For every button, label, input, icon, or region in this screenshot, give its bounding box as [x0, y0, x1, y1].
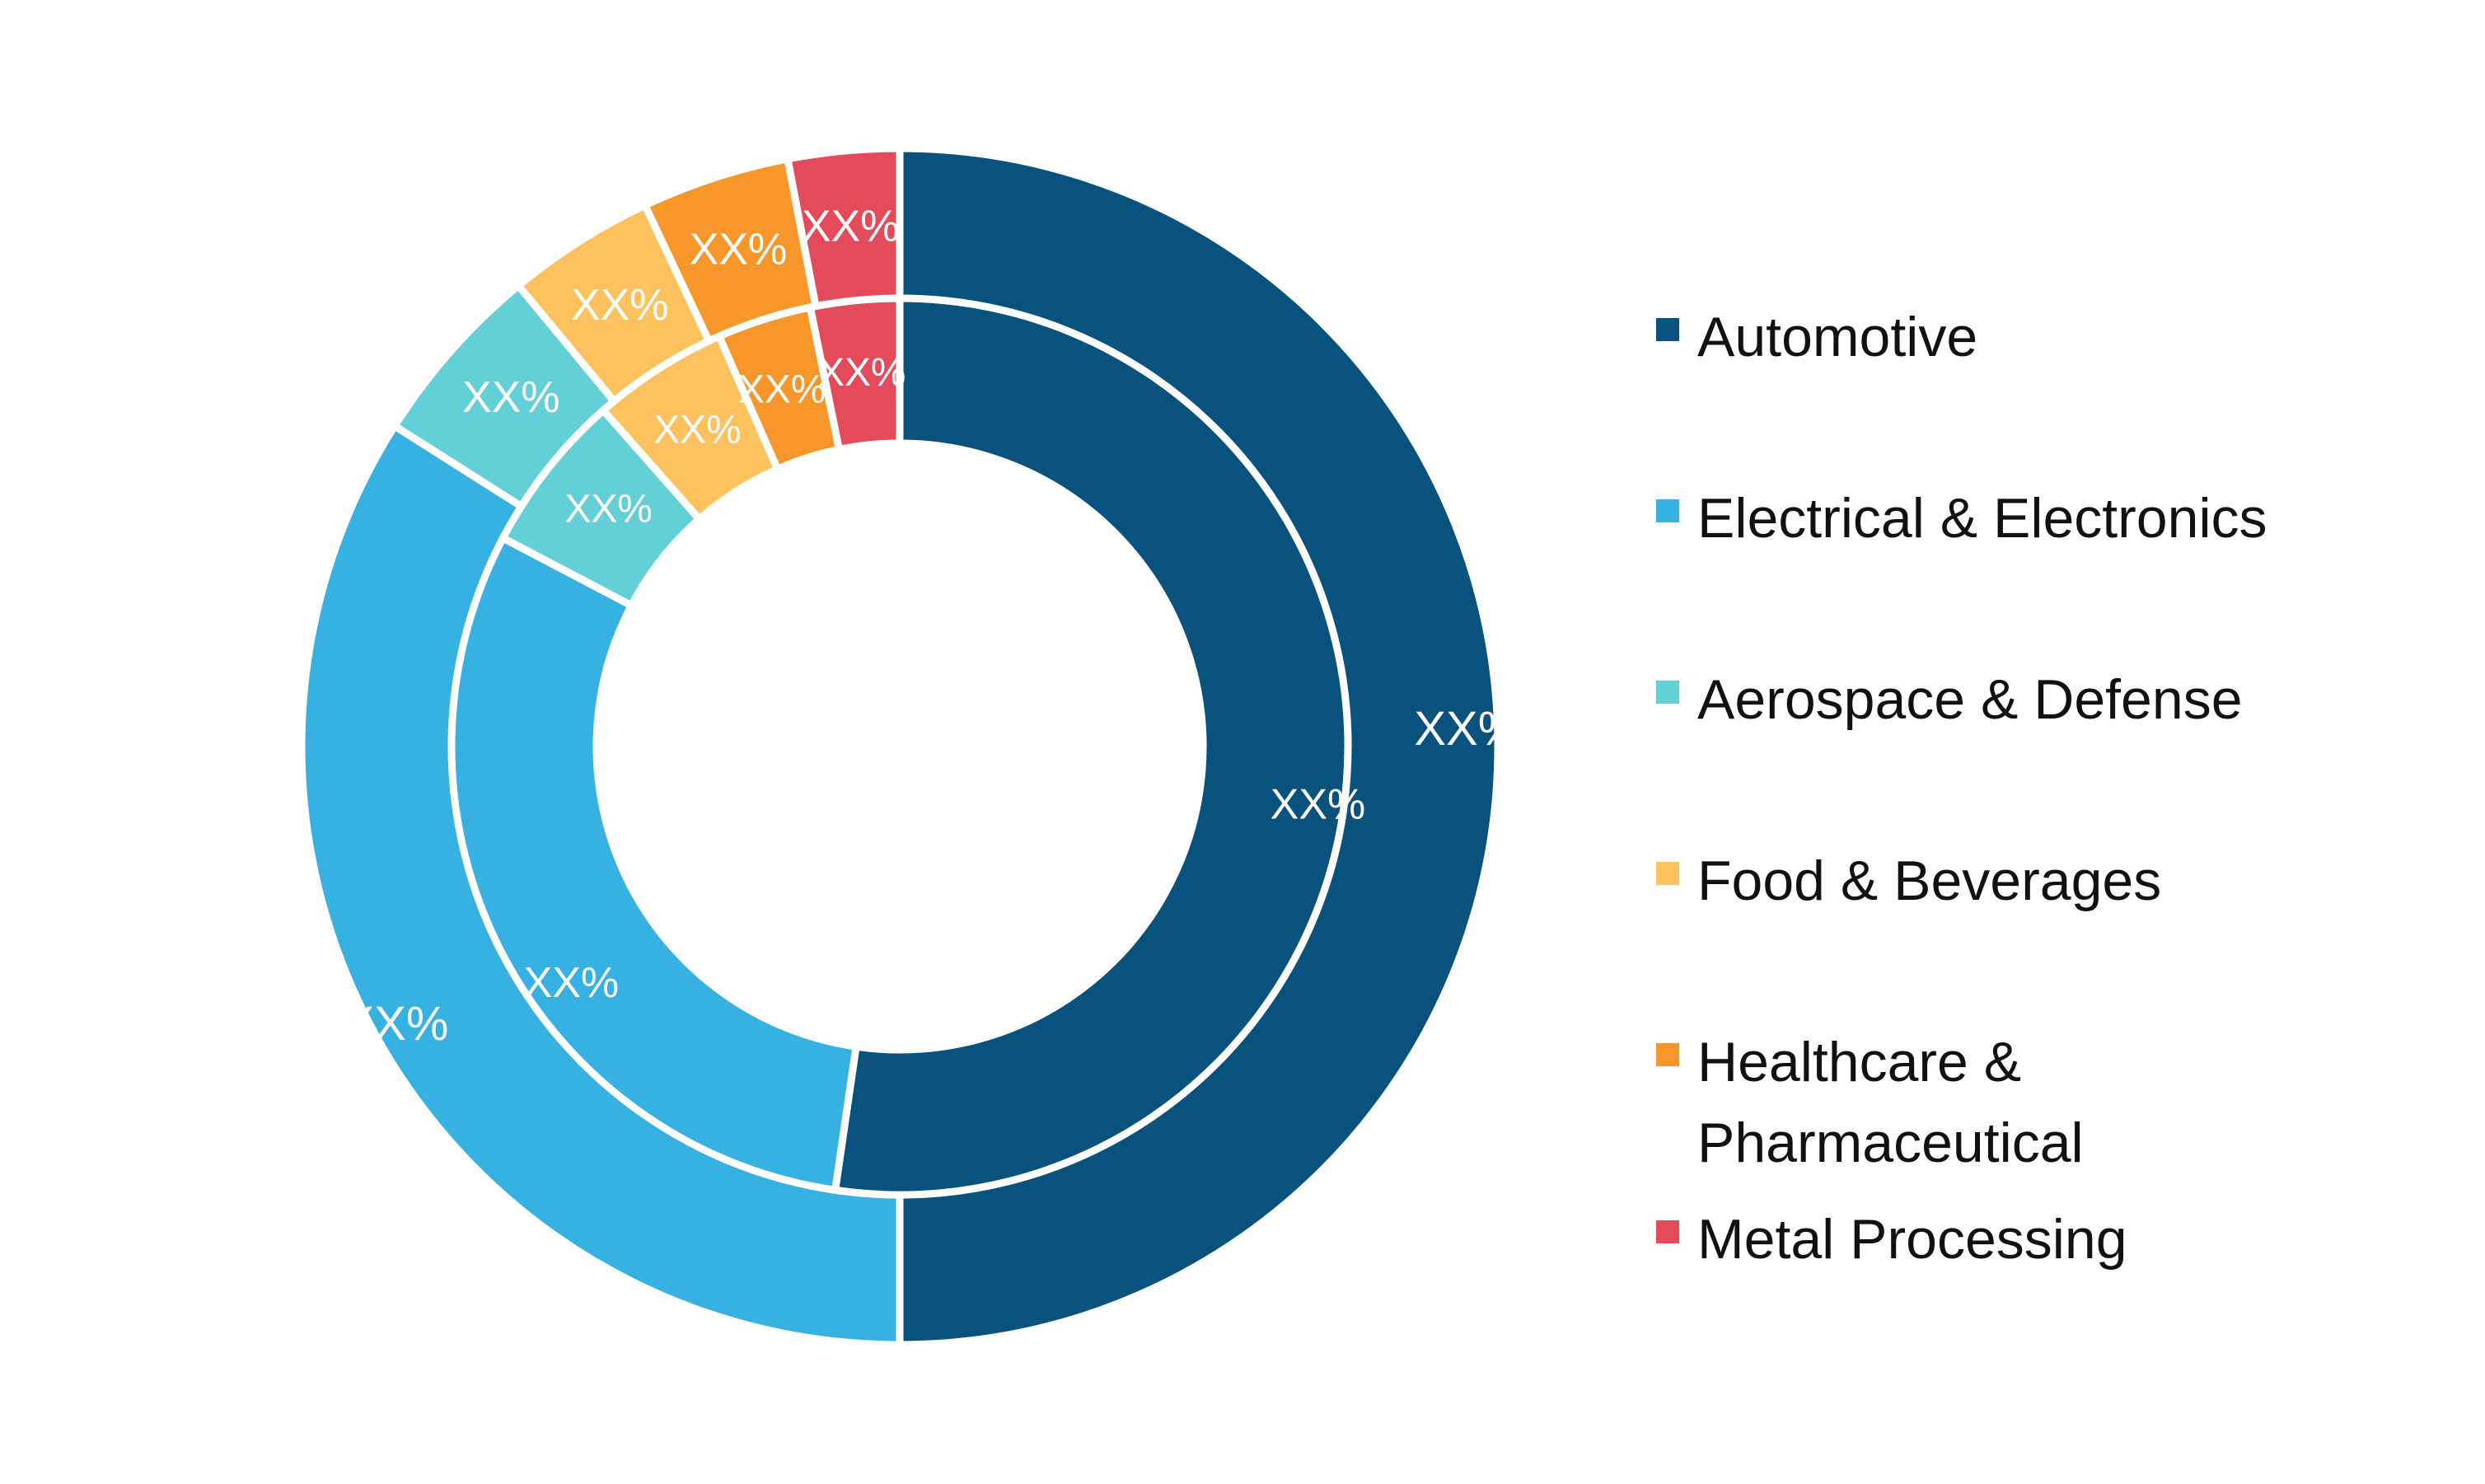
inner-label-automotive: XX% — [1271, 780, 1366, 828]
inner-slice-electrical-and-electronics — [447, 532, 861, 1195]
legend-label: Automotive — [1697, 306, 1978, 368]
legend-label: Metal Processing — [1697, 1208, 2127, 1271]
inner-label-electrical-and-electronics: XX% — [524, 959, 620, 1007]
inner-label-food-and-beverages: XX% — [653, 408, 741, 452]
legend-label: Electrical & Electronics — [1697, 487, 2267, 550]
outer-label-aerospace-and-defense: XX% — [462, 373, 560, 422]
legend-swatch — [1656, 318, 1679, 341]
legend-label: Food & Beverages — [1697, 850, 2162, 912]
outer-label-metal-processing: XX% — [802, 202, 900, 250]
outer-ring: XX%XX%XX%XX%XX% XX% — [297, 144, 1520, 1349]
legend-item-healthcare-and-pharmaceutical: Healthcare & Pharmaceutical — [1656, 1022, 2084, 1183]
legend-label: Healthcare & Pharmaceutical — [1697, 1031, 2084, 1174]
inner-slice-metal-processing — [806, 294, 904, 454]
legend-item-electrical-and-electronics: Electrical & Electronics — [1656, 478, 2267, 559]
legend-swatch — [1656, 1220, 1679, 1243]
inner-label-metal-processing: XX% — [818, 351, 906, 395]
legend-item-metal-processing: Metal Processing — [1656, 1199, 2127, 1280]
legend-swatch — [1656, 499, 1679, 522]
inner-slice-automotive — [831, 294, 1352, 1199]
legend-swatch — [1656, 862, 1679, 885]
outer-label-healthcare-and-pharmaceutical: XX% — [690, 226, 788, 274]
inner-label-aerospace-and-defense: XX% — [564, 487, 652, 531]
legend-item-automotive: Automotive — [1656, 297, 1977, 377]
outer-label-automotive: XX% — [1414, 702, 1520, 756]
legend-item-food-and-beverages: Food & Beverages — [1656, 840, 2161, 921]
outer-label-food-and-beverages: XX% — [571, 281, 669, 330]
outer-label-electrical-and-electronics: XX% — [343, 997, 449, 1051]
inner-label-healthcare-and-pharmaceutical: XX% — [738, 367, 826, 411]
legend-label: Aerospace & Defense — [1697, 668, 2243, 731]
inner-ring: XX%XX%XX%XX%XX%XX% — [447, 294, 1366, 1199]
legend-item-aerospace-and-defense: Aerospace & Defense — [1656, 659, 2243, 740]
legend-swatch — [1656, 681, 1679, 704]
legend-swatch — [1656, 1043, 1679, 1066]
